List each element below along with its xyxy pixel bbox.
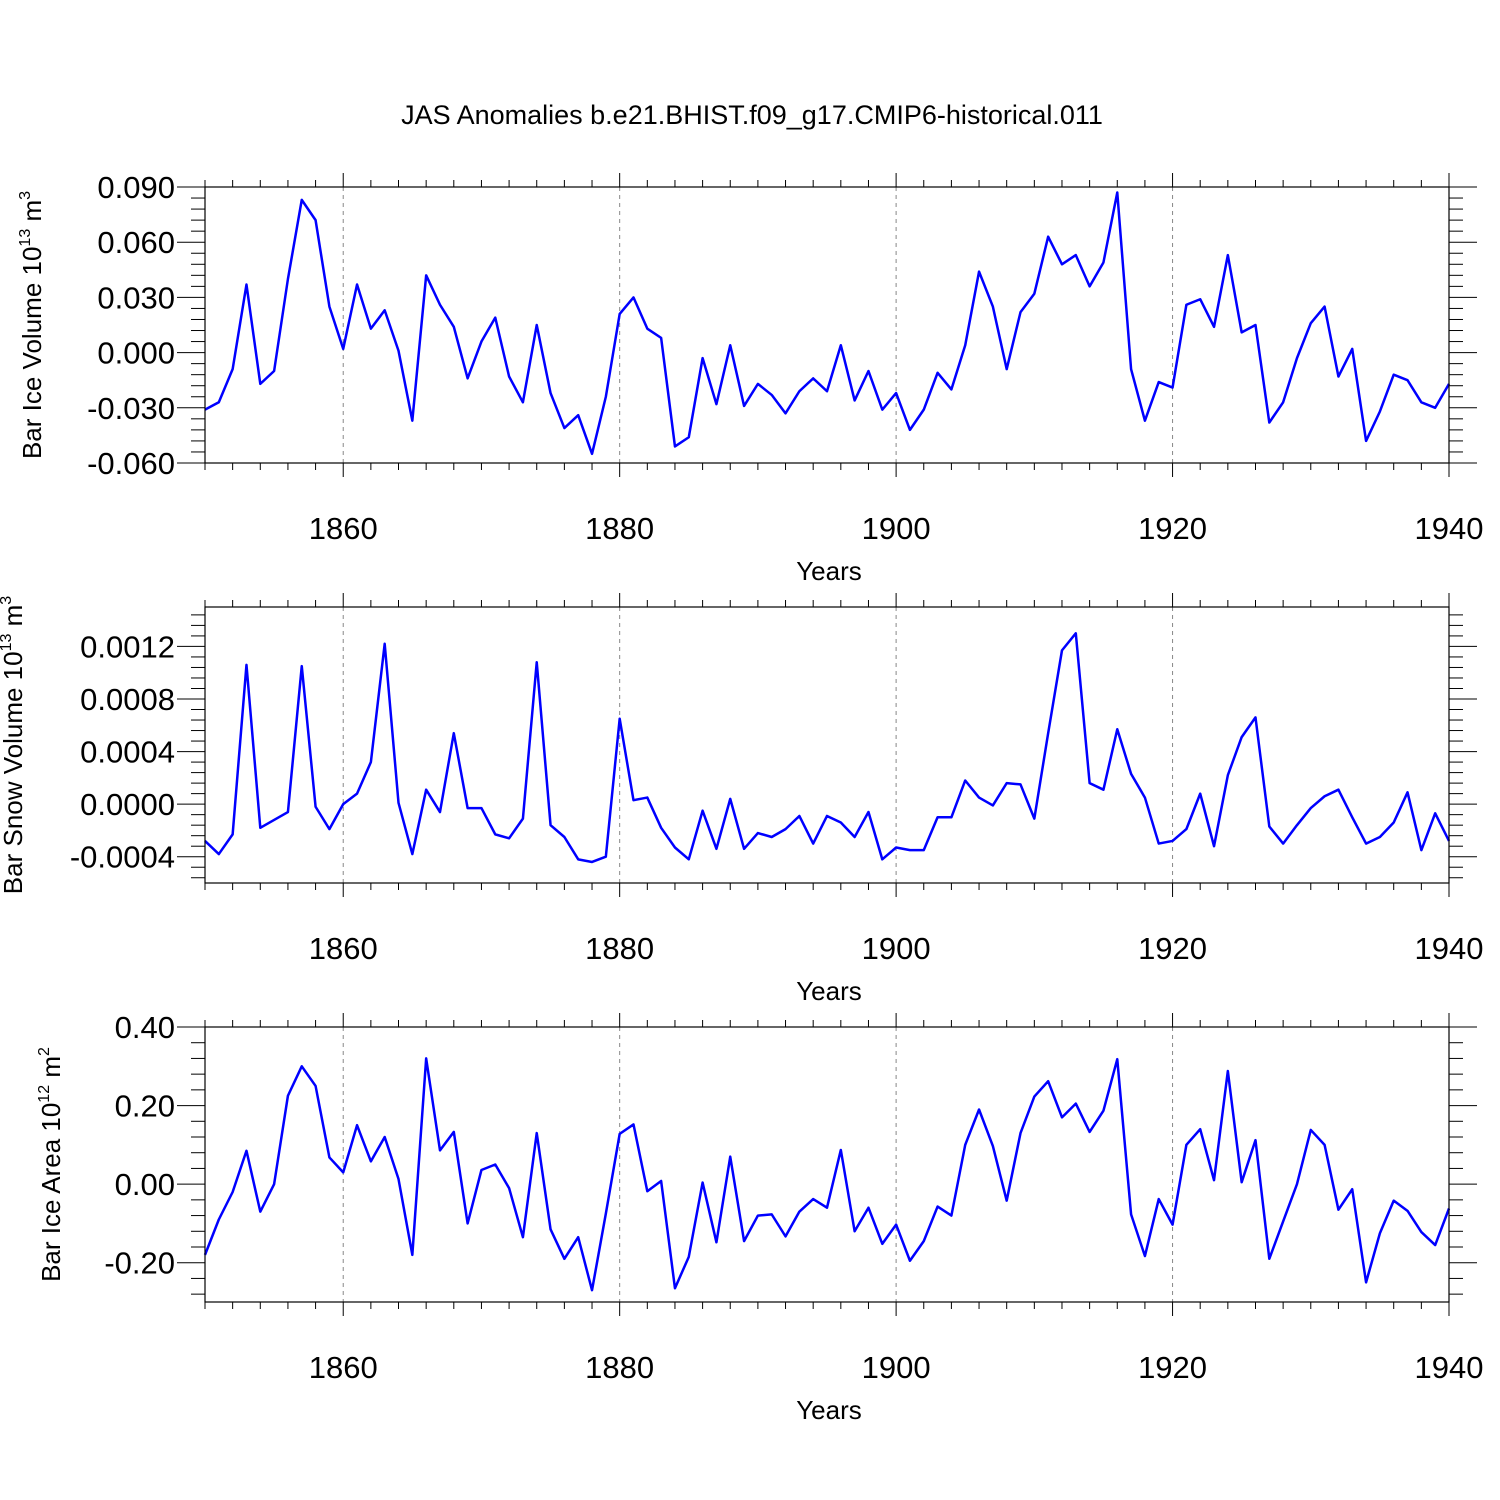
x-tick-label: 1940	[1415, 1350, 1484, 1385]
y-tick-label: 0.0000	[80, 787, 175, 822]
plot-frame	[204, 1026, 1450, 1303]
plot-frame	[204, 606, 1450, 884]
y-tick-label: -0.060	[87, 446, 175, 481]
panel-ice-volume: -0.060 -0.030 0.000 0.030 0.060 0.090 1860 1880…	[17, 170, 1483, 586]
panel-snow-volume: -0.0004 0.0000 0.0004 0.0008 0.0012 1860 1880 1…	[0, 593, 1483, 1006]
x-tick-label: 1880	[585, 1350, 654, 1385]
y-tick-label: -0.20	[104, 1246, 175, 1281]
x-tick-label: 1940	[1415, 511, 1484, 546]
x-tick-label: 1880	[585, 511, 654, 546]
y-tick-label: -0.0004	[70, 840, 175, 875]
series-line	[204, 191, 1451, 456]
x-tick-label: 1900	[862, 511, 931, 546]
x-tick-label: 1860	[309, 511, 378, 546]
x-tick-label: 1920	[1138, 511, 1207, 546]
y-tick-label: -0.030	[87, 391, 175, 426]
x-axis-label: Years	[796, 556, 862, 586]
x-tick-label: 1900	[862, 931, 931, 966]
series-line	[203, 1057, 1451, 1292]
y-tick-label: 0.090	[97, 170, 175, 205]
y-axis-label: Bar Snow Volume 1013 m3	[0, 596, 28, 895]
y-tick-label: 0.00	[115, 1167, 175, 1202]
x-tick-label: 1880	[585, 931, 654, 966]
y-tick-label: 0.0004	[80, 735, 175, 770]
x-tick-label: 1900	[862, 1350, 931, 1385]
x-axis-label: Years	[796, 1395, 862, 1425]
series-line	[204, 632, 1451, 864]
y-tick-label: 0.0012	[80, 629, 175, 664]
y-tick-label: 0.20	[115, 1089, 175, 1124]
x-tick-label: 1860	[309, 931, 378, 966]
y-tick-label: 0.40	[115, 1010, 175, 1045]
plot-frame	[204, 186, 1450, 464]
y-axis-label: Bar Ice Volume 1013 m3	[17, 191, 47, 459]
panel-ice-area: -0.20 0.00 0.20 0.40 1860 1880 1900 1920 1940 Yea…	[36, 1010, 1483, 1425]
x-axis-label: Years	[796, 976, 862, 1006]
x-tick-label: 1860	[309, 1350, 378, 1385]
y-axis-label: Bar Ice Area 1012 m2	[36, 1047, 66, 1282]
y-tick-label: 0.060	[97, 225, 175, 260]
x-tick-label: 1920	[1138, 931, 1207, 966]
y-tick-label: 0.000	[97, 336, 175, 371]
x-tick-label: 1940	[1415, 931, 1484, 966]
x-tick-label: 1920	[1138, 1350, 1207, 1385]
y-tick-label: 0.030	[97, 280, 175, 315]
y-tick-label: 0.0008	[80, 682, 175, 717]
chart-title: JAS Anomalies b.e21.BHIST.f09_g17.CMIP6-…	[401, 100, 1103, 130]
